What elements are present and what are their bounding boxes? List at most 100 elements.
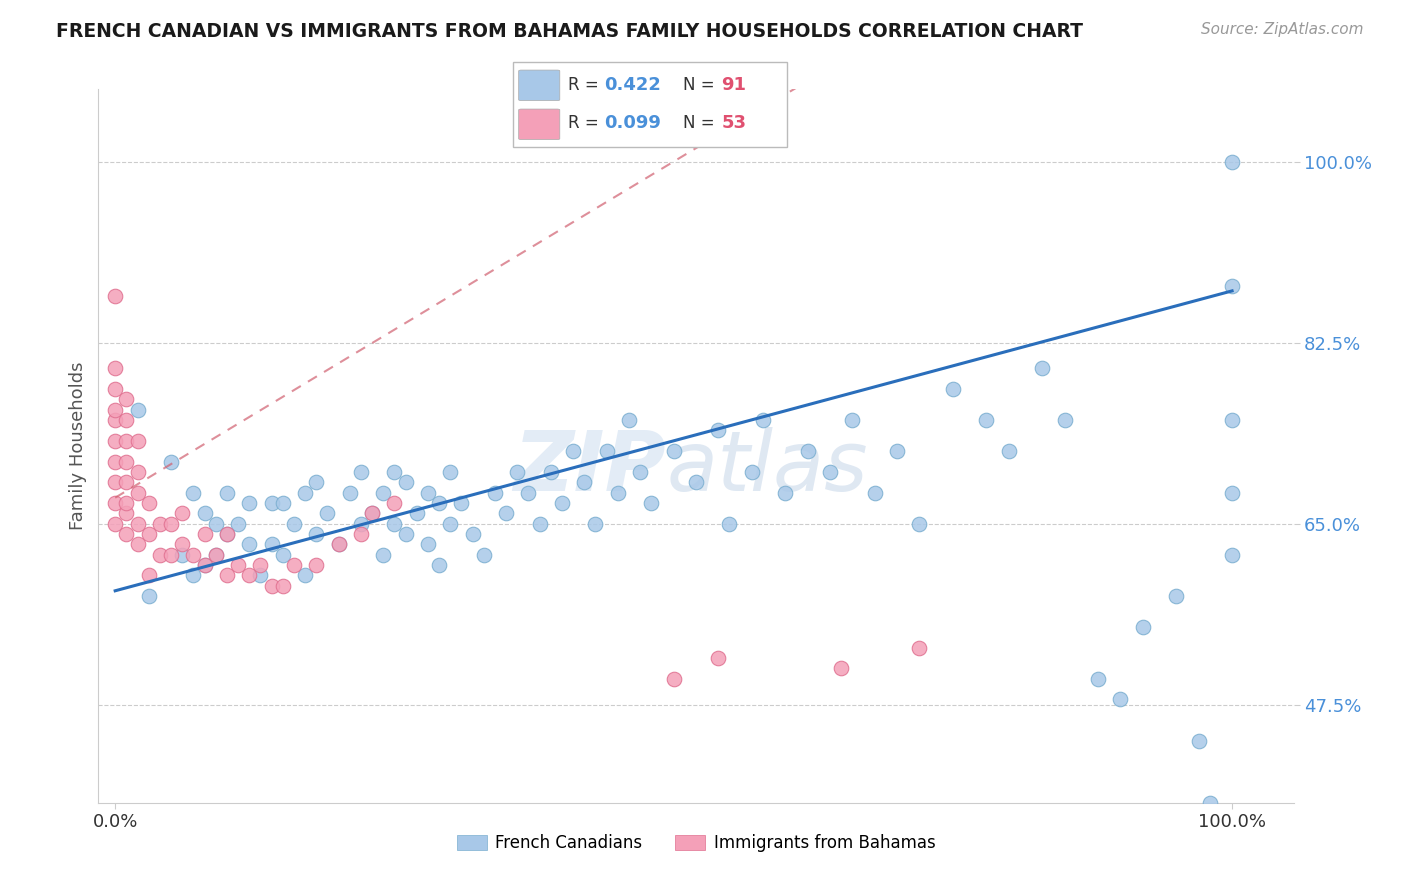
Point [574,475,596,490]
Text: R =: R = [568,77,605,95]
Point [226,558,249,572]
Point [138,527,160,541]
Point [775,485,797,500]
Point [997,444,1019,458]
Text: ZIP: ZIP [513,427,666,508]
Point [1132,620,1154,634]
Text: Source: ZipAtlas.com: Source: ZipAtlas.com [1201,22,1364,37]
Point [339,485,361,500]
Point [104,496,127,510]
Point [149,548,172,562]
Point [193,527,215,541]
Text: 53: 53 [721,114,747,132]
Point [127,434,149,448]
Point [138,568,160,582]
Text: FRENCH CANADIAN VS IMMIGRANTS FROM BAHAMAS FAMILY HOUSEHOLDS CORRELATION CHART: FRENCH CANADIAN VS IMMIGRANTS FROM BAHAM… [56,22,1083,41]
Point [628,465,651,479]
Text: N =: N = [683,114,720,132]
Point [215,527,238,541]
Point [373,485,395,500]
Point [183,548,205,562]
Point [1031,361,1053,376]
Point [908,516,931,531]
Point [127,402,149,417]
Point [260,579,283,593]
Point [606,485,628,500]
Point [942,382,965,396]
Point [305,558,328,572]
Text: 0.422: 0.422 [603,77,661,95]
Point [305,475,328,490]
Point [562,444,585,458]
Point [160,454,183,468]
Point [908,640,931,655]
Point [138,589,160,603]
Point [283,516,305,531]
Point [115,454,138,468]
Point [115,413,138,427]
Point [104,454,127,468]
Point [215,527,238,541]
Point [193,558,215,572]
Point [384,496,406,510]
Point [115,392,138,407]
Legend: French Canadians, Immigrants from Bahamas: French Canadians, Immigrants from Bahama… [450,828,942,859]
Point [416,537,439,551]
Point [540,465,562,479]
FancyBboxPatch shape [519,109,560,139]
Point [127,537,149,551]
Y-axis label: Family Households: Family Households [69,362,87,530]
Point [529,516,551,531]
Point [104,361,127,376]
Text: 0.099: 0.099 [603,114,661,132]
Point [271,548,294,562]
FancyBboxPatch shape [519,70,560,101]
Point [741,465,763,479]
Point [204,516,226,531]
Point [361,506,384,520]
Point [1087,672,1109,686]
Point [260,496,283,510]
Point [886,444,908,458]
Point [585,516,607,531]
Point [796,444,818,458]
Point [384,516,406,531]
Point [115,496,138,510]
Point [328,537,350,551]
Point [183,485,205,500]
Point [1220,278,1243,293]
Point [104,475,127,490]
Text: 91: 91 [721,77,747,95]
Point [193,506,215,520]
Point [160,548,183,562]
Text: atlas: atlas [666,427,868,508]
Point [394,475,416,490]
Point [495,506,517,520]
Point [104,382,127,396]
Point [1187,733,1209,747]
Point [427,558,450,572]
Point [127,485,149,500]
Point [260,537,283,551]
Point [707,651,730,665]
Point [718,516,741,531]
Point [1109,692,1132,706]
Point [841,413,863,427]
Point [294,485,316,500]
Point [830,661,852,675]
Point [439,516,461,531]
Point [104,516,127,531]
Point [127,465,149,479]
Point [506,465,529,479]
Point [305,527,328,541]
Point [1220,485,1243,500]
Point [294,568,316,582]
Point [104,434,127,448]
Point [249,568,271,582]
Point [450,496,472,510]
Point [283,558,305,572]
Point [183,568,205,582]
Point [472,548,495,562]
Point [172,548,194,562]
Point [215,568,238,582]
